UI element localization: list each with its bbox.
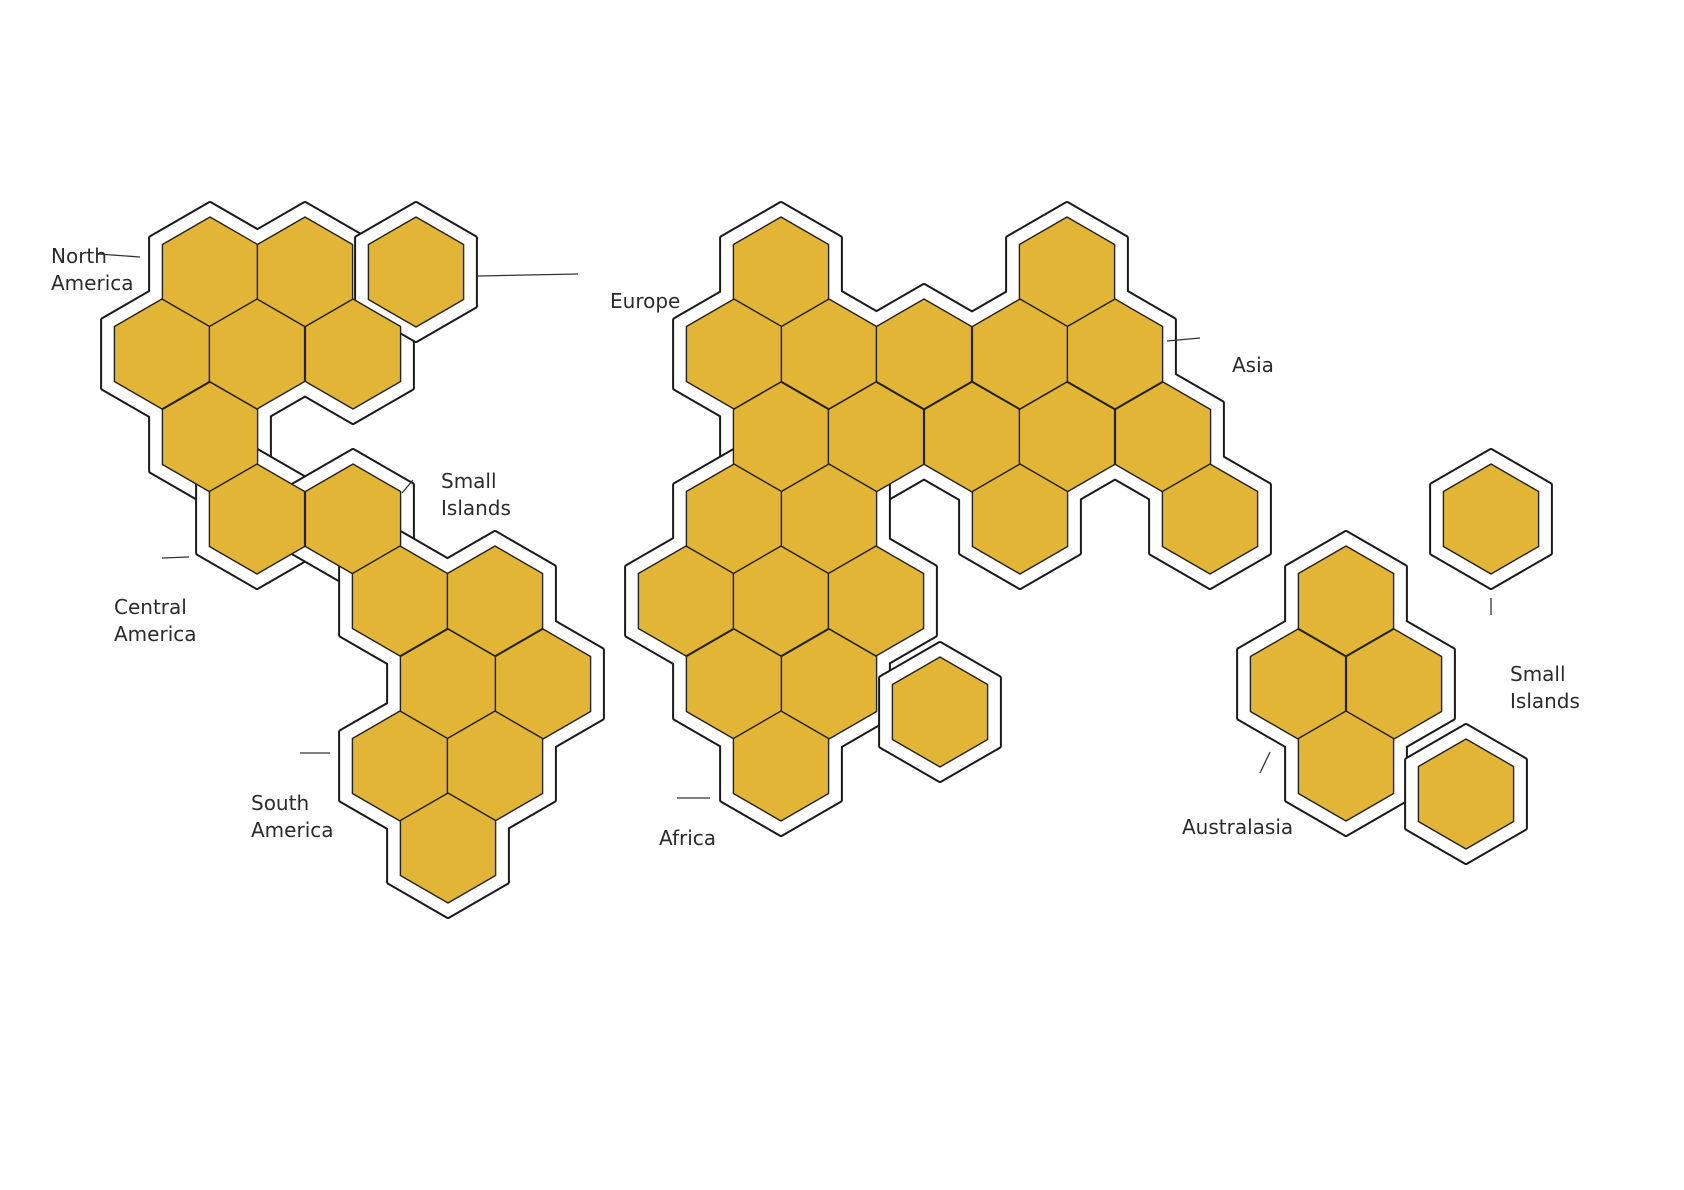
label-central-america: Central America <box>114 595 197 646</box>
leader-line-small-islands-west <box>401 479 414 494</box>
leader-line-central-america <box>161 556 190 559</box>
hex-tile-africa-island-1 <box>891 656 989 768</box>
hex-tiles <box>113 216 1540 904</box>
leader-line-australasia <box>1259 751 1271 774</box>
hex-tile-europe-1 <box>367 216 465 328</box>
label-australasia: Australasia <box>1182 815 1293 839</box>
label-north-america: North America <box>51 244 134 295</box>
label-asia: Asia <box>1232 353 1274 377</box>
hex-tile-asia-14 <box>1161 463 1259 575</box>
label-small-islands-east: Small Islands <box>1510 662 1580 713</box>
label-europe: Europe <box>610 289 680 313</box>
hex-tile-australasia-4 <box>1297 710 1395 822</box>
map-transform <box>97 201 1553 919</box>
hex-tile-africa-8 <box>732 710 830 822</box>
label-south-america: South America <box>251 791 334 842</box>
hex-tile-australasia-island-1 <box>1417 738 1515 850</box>
hex-tile-central-america-1 <box>208 463 306 575</box>
leader-line-europe <box>477 273 579 277</box>
leader-line-asia <box>1166 337 1201 342</box>
hex-tile-north-america-5 <box>304 298 402 410</box>
label-leader-lines <box>97 253 1492 799</box>
label-africa: Africa <box>659 826 716 850</box>
hex-tile-small-islands-east-1 <box>1442 463 1540 575</box>
hex-tile-south-america-7 <box>399 792 497 904</box>
hex-tile-asia-13 <box>971 463 1069 575</box>
leader-line-north-america <box>97 253 141 258</box>
label-small-islands-west: Small Islands <box>441 469 511 520</box>
